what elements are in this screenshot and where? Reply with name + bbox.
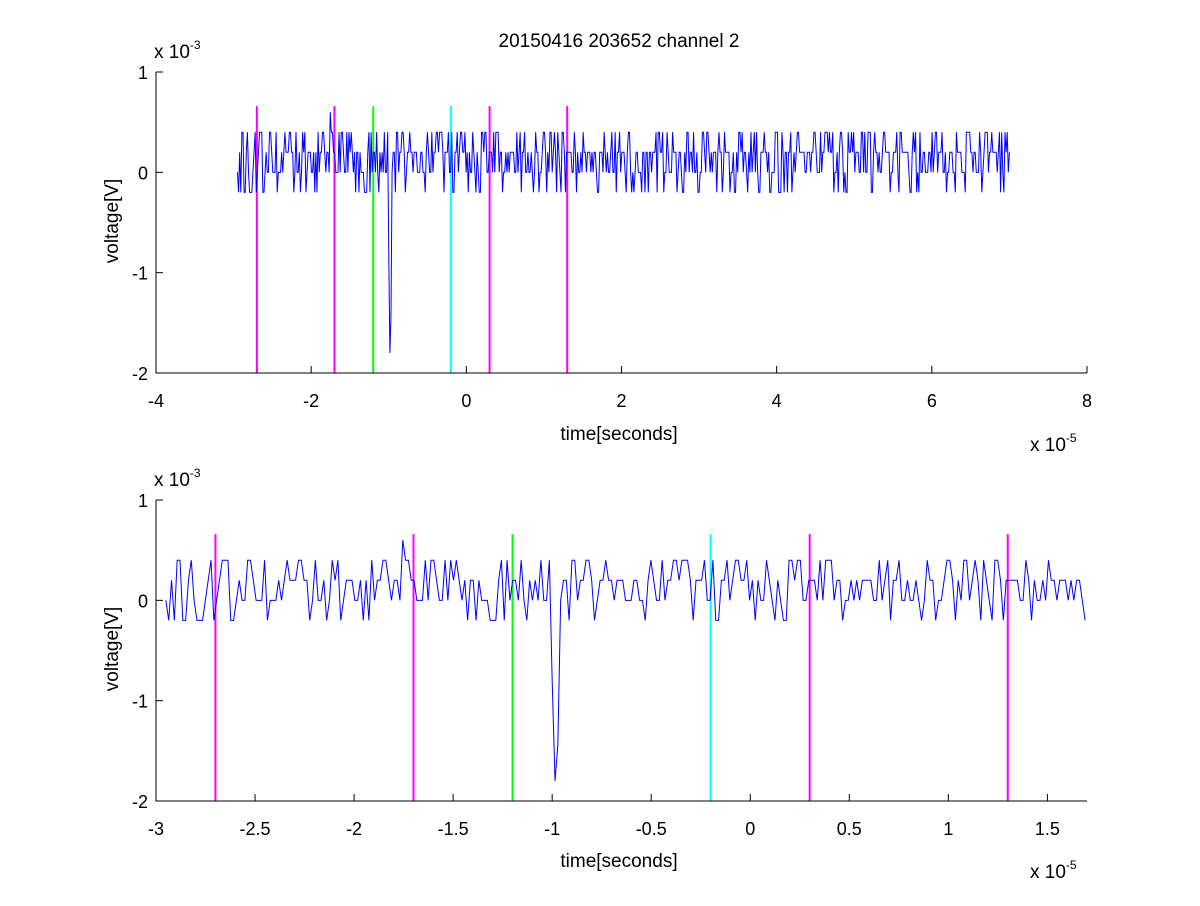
top-plot-ytick-label: -2 — [132, 364, 148, 384]
top-plot-ticks: -4 -2 0 2 4 6 8-2-101 — [132, 63, 1092, 411]
top-plot-x-exponent: x 10-5 — [1030, 431, 1077, 456]
bottom-plot-x-multiplier: x 10 — [1030, 862, 1066, 883]
top-plot-xtick-label: 8 — [1082, 391, 1092, 411]
bottom-plot-x-exponent: x 10-5 — [1030, 858, 1077, 883]
bottom-plot-markers — [214, 534, 1009, 801]
bottom-plot-y-multiplier: x 10 — [154, 470, 190, 491]
top-plot-xtick-label: 6 — [927, 391, 937, 411]
top-plot-signal-line — [236, 112, 1010, 353]
bottom-plot-ylabel: voltage[V] — [102, 607, 123, 692]
bottom-plot-xtick-label: -2.5 — [240, 819, 271, 839]
top-plot-ytick-label: 1 — [138, 63, 148, 83]
bottom-plot-ticks: -3 -2.5 -2 -1.5 -1 -0.5 0 0.5 1 1.5 -2 -1 0 1 — [132, 491, 1060, 839]
top-plot-y-exponent-sup: -3 — [190, 38, 201, 52]
top-plot-ytick-label: -1 — [132, 264, 148, 284]
top-plot-xtick-label: -4 — [148, 391, 164, 411]
bottom-plot-signal-line — [165, 540, 1086, 781]
top-plot-xlabel: time[seconds] — [560, 424, 677, 445]
top-plot-axes — [155, 72, 1087, 374]
top-plot-x-exponent-sup: -5 — [1066, 431, 1077, 445]
bottom-plot-ytick-label: 1 — [138, 491, 148, 511]
bottom-plot-y-exponent-sup: -3 — [190, 466, 201, 480]
top-plot-y-multiplier: x 10 — [154, 42, 190, 63]
bottom-plot-ytick-label: -2 — [132, 792, 148, 812]
top-plot-ytick-label: 0 — [138, 163, 148, 183]
bottom-plot: -3 -2.5 -2 -1.5 -1 -0.5 0 0.5 1 1.5 -2 -1 0 1 time[se… — [102, 466, 1087, 883]
top-plot-y-exponent: x 10-3 — [154, 38, 201, 63]
top-plot-xtick-label: 2 — [616, 391, 626, 411]
bottom-plot-y-exponent: x 10-3 — [154, 466, 201, 491]
top-plot: -4 -2 0 2 4 6 8-2-101 time[seconds] voltage[V]… — [102, 38, 1092, 456]
bottom-plot-xtick-label: -0.5 — [636, 819, 667, 839]
top-plot-xtick-label: -2 — [303, 391, 319, 411]
bottom-plot-axes — [155, 500, 1087, 802]
bottom-plot-xtick-label: 0.5 — [837, 819, 862, 839]
top-plot-xtick-label: 0 — [461, 391, 471, 411]
bottom-plot-xtick-label: -1.5 — [438, 819, 469, 839]
bottom-plot-x-exponent-sup: -5 — [1066, 858, 1077, 872]
bottom-plot-xlabel: time[seconds] — [560, 851, 677, 872]
bottom-plot-xtick-label: -1 — [544, 819, 560, 839]
top-plot-xtick-label: 4 — [772, 391, 782, 411]
bottom-plot-ytick-label: -1 — [132, 692, 148, 712]
bottom-plot-ytick-label: 0 — [138, 591, 148, 611]
top-plot-markers — [255, 106, 569, 373]
top-plot-x-multiplier: x 10 — [1030, 435, 1066, 456]
bottom-plot-xtick-label: -2 — [346, 819, 362, 839]
figure-title: 20150416 203652 channel 2 — [499, 31, 740, 52]
top-plot-ylabel: voltage[V] — [102, 179, 123, 264]
bottom-plot-xtick-label: -3 — [148, 819, 164, 839]
bottom-plot-xtick-label: 0 — [745, 819, 755, 839]
bottom-plot-xtick-label: 1.5 — [1035, 819, 1060, 839]
bottom-plot-xtick-label: 1 — [943, 819, 953, 839]
